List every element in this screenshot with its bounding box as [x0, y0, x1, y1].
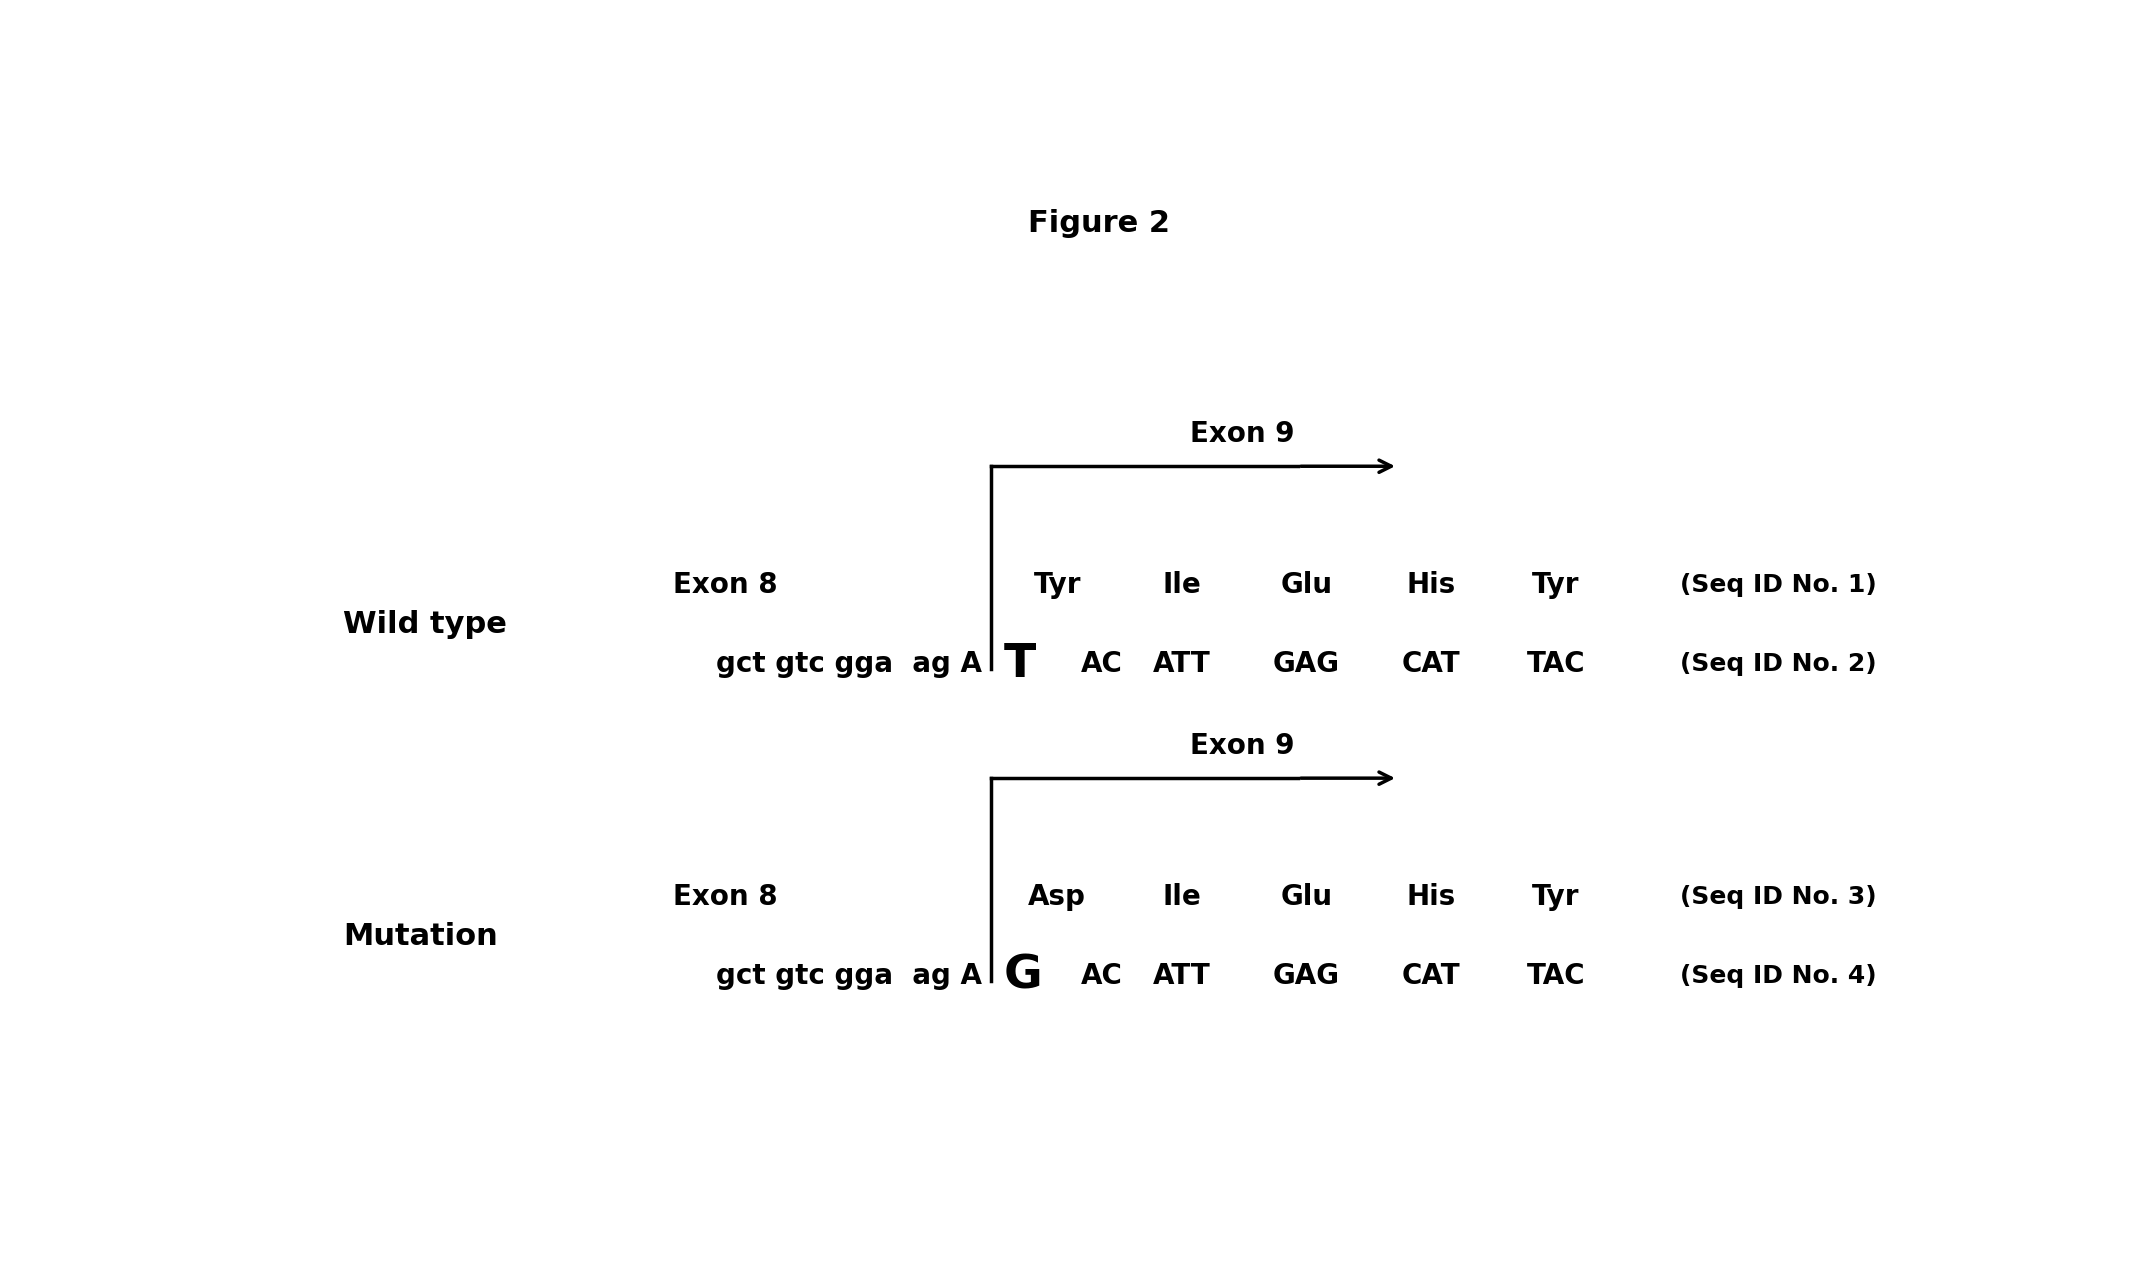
Text: GAG: GAG [1274, 962, 1340, 990]
Text: AC: AC [1081, 962, 1123, 990]
Text: AC: AC [1081, 651, 1123, 678]
Text: Exon 9: Exon 9 [1190, 421, 1295, 449]
Text: Wild type: Wild type [343, 610, 506, 639]
Text: Exon 9: Exon 9 [1190, 732, 1295, 760]
Text: G: G [1003, 954, 1042, 999]
Text: ATT: ATT [1153, 651, 1211, 678]
Text: TAC: TAC [1527, 962, 1584, 990]
Text: Figure 2: Figure 2 [1027, 210, 1171, 238]
Text: (Seq ID No. 2): (Seq ID No. 2) [1681, 652, 1876, 676]
Text: (Seq ID No. 4): (Seq ID No. 4) [1681, 964, 1876, 988]
Text: Ile: Ile [1162, 883, 1201, 910]
Text: His: His [1406, 571, 1456, 599]
Text: Tyr: Tyr [1533, 571, 1580, 599]
Text: Ile: Ile [1162, 571, 1201, 599]
Text: (Seq ID No. 3): (Seq ID No. 3) [1681, 885, 1876, 909]
Text: T: T [1003, 642, 1036, 687]
Text: gct gtc gga  ag A: gct gtc gga ag A [716, 651, 982, 678]
Text: CAT: CAT [1402, 651, 1460, 678]
Text: CAT: CAT [1402, 962, 1460, 990]
Text: Exon 8: Exon 8 [673, 571, 778, 599]
Text: (Seq ID No. 1): (Seq ID No. 1) [1681, 574, 1878, 597]
Text: TAC: TAC [1527, 651, 1584, 678]
Text: Glu: Glu [1280, 571, 1334, 599]
Text: Glu: Glu [1280, 883, 1334, 910]
Text: gct gtc gga  ag A: gct gtc gga ag A [716, 962, 982, 990]
Text: Exon 8: Exon 8 [673, 883, 778, 910]
Text: Mutation: Mutation [343, 922, 497, 952]
Text: ATT: ATT [1153, 962, 1211, 990]
Text: GAG: GAG [1274, 651, 1340, 678]
Text: Tyr: Tyr [1533, 883, 1580, 910]
Text: His: His [1406, 883, 1456, 910]
Text: Tyr: Tyr [1033, 571, 1081, 599]
Text: Asp: Asp [1029, 883, 1087, 910]
